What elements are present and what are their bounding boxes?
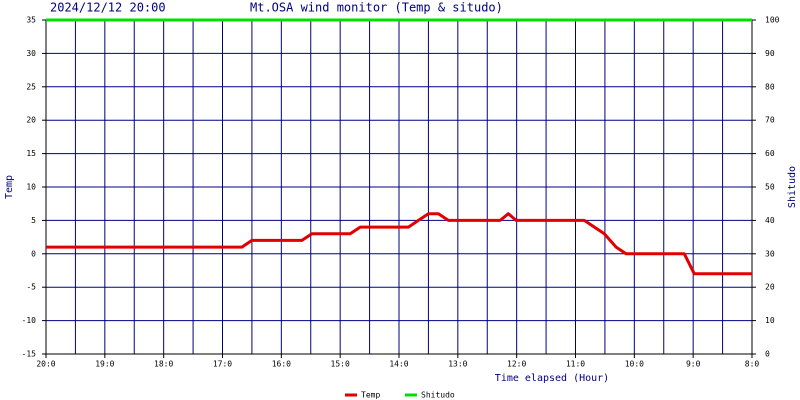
- x-tick-label: 9:0: [686, 360, 701, 369]
- x-tick-label: 15:0: [331, 360, 350, 369]
- y2-tick-label: 90: [765, 49, 775, 58]
- y-tick-label: 5: [31, 216, 36, 225]
- y2-tick-label: 20: [765, 283, 775, 292]
- y-tick-label: -5: [26, 283, 36, 292]
- y2-tick-label: 80: [765, 82, 775, 91]
- legend-label: Temp: [361, 391, 380, 400]
- y2-tick-label: 100: [765, 16, 780, 25]
- y2-tick-label: 50: [765, 183, 775, 192]
- y-tick-label: 15: [26, 149, 36, 158]
- x-tick-label: 16:0: [272, 360, 291, 369]
- x-tick-label: 20:0: [36, 360, 55, 369]
- chart-title: Mt.OSA wind monitor (Temp & situdo): [250, 1, 503, 15]
- y-tick-label: 10: [26, 183, 36, 192]
- y2-tick-label: 30: [765, 249, 775, 258]
- y2-tick-label: 10: [765, 316, 775, 325]
- y-tick-label: 35: [26, 16, 36, 25]
- y-tick-label: 20: [26, 116, 36, 125]
- x-tick-label: 19:0: [95, 360, 114, 369]
- x-tick-label: 10:0: [625, 360, 644, 369]
- series-line: [46, 212, 752, 276]
- x-tick-label: 12:0: [507, 360, 526, 369]
- y-tick-label: 0: [31, 249, 36, 258]
- y2-tick-label: 70: [765, 116, 775, 125]
- x-tick-label: 13:0: [448, 360, 467, 369]
- y-tick-label: -10: [22, 316, 37, 325]
- legend-label: Shitudo: [421, 391, 455, 400]
- y2-tick-label: 60: [765, 149, 775, 158]
- x-tick-label: 8:0: [745, 360, 760, 369]
- y2-axis-label: Shitudo: [787, 166, 798, 208]
- y-axis-label: Temp: [4, 175, 15, 199]
- y-tick-label: -15: [22, 350, 37, 359]
- x-axis-label: Time elapsed (Hour): [495, 373, 609, 384]
- timestamp: 2024/12/12 20:00: [50, 1, 166, 15]
- x-tick-label: 18:0: [154, 360, 173, 369]
- y2-tick-label: 0: [765, 350, 770, 359]
- x-tick-label: 11:0: [566, 360, 585, 369]
- x-tick-label: 17:0: [213, 360, 232, 369]
- y-tick-label: 25: [26, 82, 36, 91]
- x-tick-label: 14:0: [389, 360, 408, 369]
- y-tick-label: 30: [26, 49, 36, 58]
- y2-tick-label: 40: [765, 216, 775, 225]
